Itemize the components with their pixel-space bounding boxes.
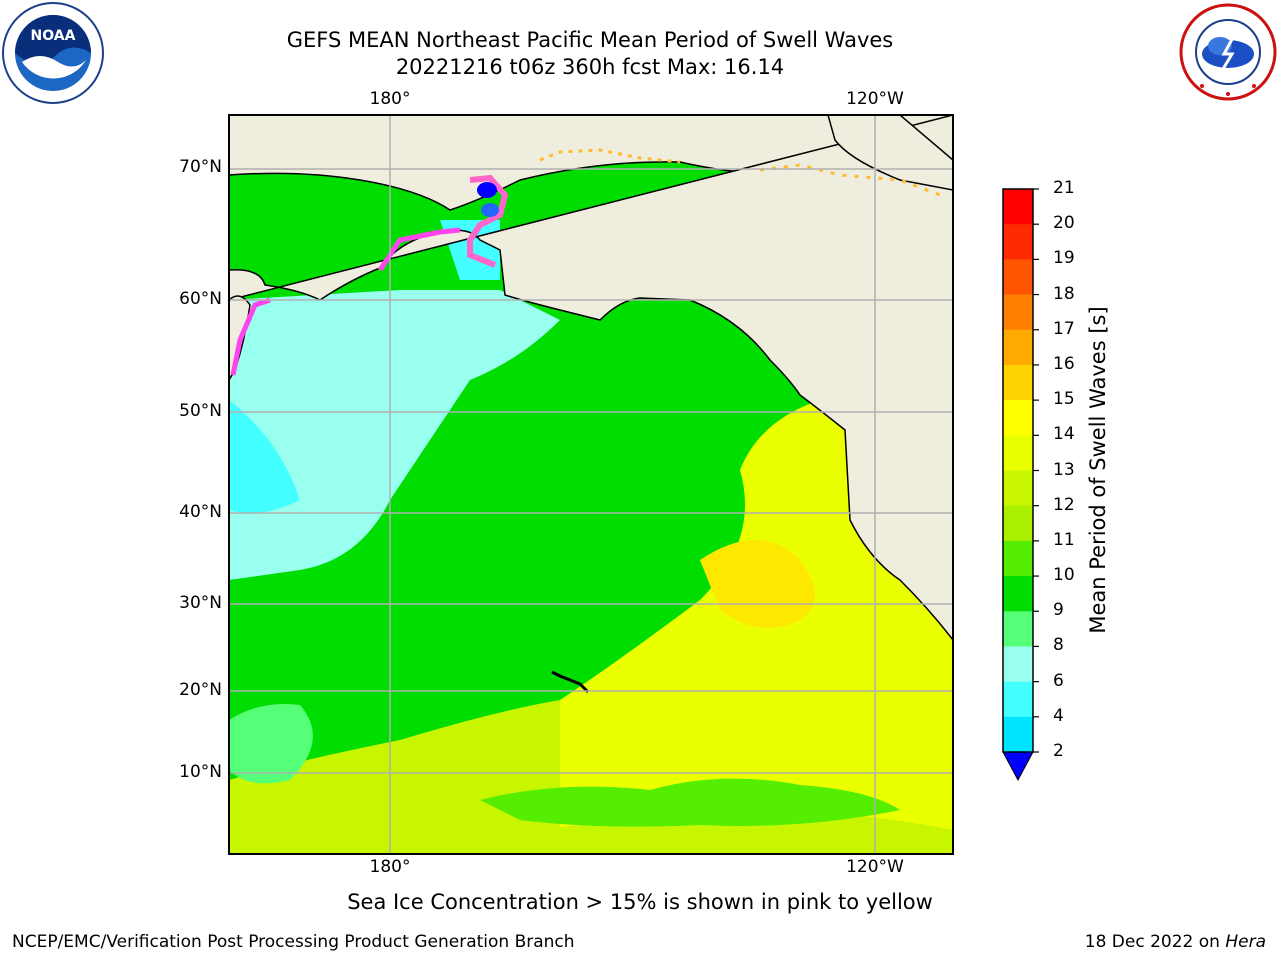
colorbar-tick-label: 16 [1053,353,1075,374]
sea-ice-edge-strait [467,174,509,268]
footer-date-text: 18 Dec 2022 on [1084,932,1226,952]
colorbar-swatch [1003,224,1033,260]
colorbar-swatch [1003,259,1033,296]
swell-zone-4s [481,203,499,217]
colorbar-tick-label: 18 [1053,283,1075,304]
colorbar-swatch [1003,189,1033,225]
colorbar-swatch [1003,294,1033,331]
lat-label-60n: 60°N [179,289,222,309]
arctic-islands [827,115,953,191]
noaa-logo: NOAA [2,2,104,104]
swell-zone-13s-south [229,700,560,854]
colorbar-tick-label: 10 [1053,565,1075,586]
colorbar-swatch [1003,716,1033,753]
lat-label-10n: 10°N [179,762,222,782]
swell-zone-9s [229,290,560,580]
sea-ice-edge-west [230,297,271,376]
footer-date: 18 Dec 2022 on Hera [1085,932,1266,952]
colorbar-tick-label: 20 [1053,213,1075,234]
colorbar-tick-label: 2 [1053,741,1064,761]
colorbar [1002,188,1039,782]
colorbar-tick-label: 13 [1053,459,1075,480]
colorbar-tick-label: 12 [1053,494,1075,515]
svg-text:NOAA: NOAA [31,28,76,44]
colorbar-swatch [1003,329,1033,366]
north-america-landmass [229,115,953,642]
colorbar-extend-arrow [1002,751,1034,782]
swell-zone-10s-west [229,704,313,784]
colorbar-tick-label: 21 [1053,178,1075,198]
colorbar-swatch [1003,505,1033,542]
chart-title: GEFS MEAN Northeast Pacific Mean Period … [286,28,894,52]
lon-label-top-180: 180° [369,89,411,109]
colorbar-tick-label: 6 [1053,670,1064,691]
ice-flecks-northeast [759,163,941,197]
graticule [229,115,953,854]
nws-logo [1179,3,1277,101]
sea-ice-note: Sea Ice Concentration > 15% is shown in … [347,890,933,914]
swell-zone-15s [700,540,815,628]
footer-credit: NCEP/EMC/Verification Post Processing Pr… [12,932,575,952]
colorbar-tick-label: 4 [1053,705,1064,726]
footer-host: Hera [1225,932,1266,952]
colorbar-tick-label: 14 [1053,424,1075,445]
colorbar-tick-label: 11 [1053,529,1075,550]
colorbar-swatch [1003,540,1033,577]
colorbar-tick-label: 15 [1053,389,1075,410]
hawaiian-islands [551,670,590,694]
lat-label-30n: 30°N [179,593,222,613]
colorbar-swatch [1003,576,1033,612]
swell-zone-12s [480,778,900,827]
colorbar-frame [1002,188,1034,753]
lat-label-20n: 20°N [179,680,222,700]
colorbar-tick-label: 17 [1053,318,1075,339]
lon-label-top-120w: 120°W [846,89,904,109]
lon-label-bottom-120w: 120°W [846,857,904,877]
ice-flecks-north [539,148,681,164]
colorbar-swatch [1003,611,1033,647]
chart-subtitle: 20221216 t06z 360h fcst Max: 16.14 [395,55,785,79]
colorbar-swatch [1003,681,1033,718]
colorbar-tick-label: 9 [1053,600,1064,621]
colorbar-swatch [1003,470,1033,507]
colorbar-swatch [1003,400,1033,436]
map-frame [228,114,954,855]
lat-label-40n: 40°N [179,502,222,522]
colorbar-tick-label: 8 [1053,635,1064,656]
colorbar-swatch [1003,364,1033,401]
colorbar-title: Mean Period of Swell Waves [s] [1086,306,1110,634]
swell-zone-8s [229,400,300,514]
colorbar-tick-label: 19 [1053,248,1075,269]
colorbar-swatch [1003,646,1033,683]
colorbar-swatch [1003,435,1033,471]
lat-label-70n: 70°N [179,157,222,177]
swell-zone-2s [477,182,497,198]
lat-label-50n: 50°N [179,401,222,421]
lon-label-bottom-180: 180° [369,857,411,877]
